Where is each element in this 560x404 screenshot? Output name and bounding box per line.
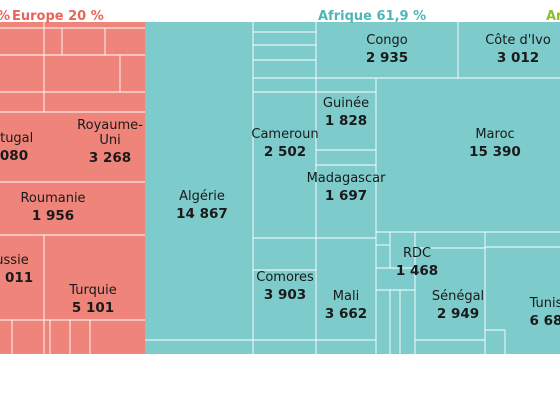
region-heading-europe: Europe 20 % bbox=[12, 9, 104, 24]
tile-label-congo: Congo bbox=[366, 33, 408, 48]
afrique-tile-grid bbox=[145, 22, 560, 354]
tile-label-guinee: Guinée bbox=[323, 96, 369, 111]
tile-value-cameroun: 2 502 bbox=[264, 144, 306, 160]
tile-label-royaume-uni: Uni bbox=[99, 133, 120, 148]
tile-value-senegal: 2 949 bbox=[437, 306, 479, 322]
tile-value-turquie: 5 101 bbox=[72, 300, 114, 316]
tile-label-rdc: RDC bbox=[403, 246, 431, 261]
tile-label-algerie: Algérie bbox=[179, 189, 225, 204]
tile-value-russie: 2 011 bbox=[0, 270, 33, 286]
tile-label-cameroun: Cameroun bbox=[251, 127, 318, 142]
tile-label-cote-d-ivoire: Côte d'Ivo bbox=[485, 33, 551, 48]
tile-value-algerie: 14 867 bbox=[176, 206, 228, 222]
tile-label-madagascar: Madagascar bbox=[307, 171, 387, 186]
tile-value-guinee: 1 828 bbox=[325, 113, 367, 129]
tile-value-tunisie: 6 68 bbox=[530, 313, 560, 329]
tile-value-cote-d-ivoire: 3 012 bbox=[497, 50, 539, 66]
europe-tile-grid bbox=[0, 22, 145, 354]
tile-value-maroc: 15 390 bbox=[469, 144, 521, 160]
tile-value-congo: 2 935 bbox=[366, 50, 408, 66]
tile-label-tunisie: Tunis bbox=[529, 296, 560, 311]
tile-label-comores: Comores bbox=[256, 270, 314, 285]
partial-left-value: % bbox=[0, 9, 10, 24]
tile-label-roumanie: Roumanie bbox=[20, 191, 85, 206]
tile-value-portugal: 080 bbox=[0, 148, 28, 164]
tile-label-portugal: rtugal bbox=[0, 131, 33, 146]
tile-label-maroc: Maroc bbox=[475, 127, 514, 142]
tile-value-mali: 3 662 bbox=[325, 306, 367, 322]
tile-label-royaume-uni: Royaume- bbox=[77, 118, 143, 133]
tile-value-madagascar: 1 697 bbox=[325, 188, 367, 204]
region-heading-amerique: Am bbox=[546, 9, 560, 24]
afrique-block bbox=[145, 22, 560, 354]
tile-label-mali: Mali bbox=[333, 289, 359, 304]
tile-labels: rtugal 080 Royaume-Uni 3 268 Roumanie 1 956 us… bbox=[0, 33, 560, 329]
tile-label-senegal: Sénégal bbox=[432, 289, 484, 304]
tile-value-rdc: 1 468 bbox=[396, 263, 438, 279]
tile-label-turquie: Turquie bbox=[68, 283, 116, 298]
tile-value-comores: 3 903 bbox=[264, 287, 306, 303]
region-heading-afrique: Afrique 61,9 % bbox=[318, 9, 426, 24]
tile-value-roumanie: 1 956 bbox=[32, 208, 74, 224]
tile-label-russie: ussie bbox=[0, 253, 29, 268]
tile-value-royaume-uni: 3 268 bbox=[89, 150, 131, 166]
europe-block bbox=[0, 22, 145, 354]
